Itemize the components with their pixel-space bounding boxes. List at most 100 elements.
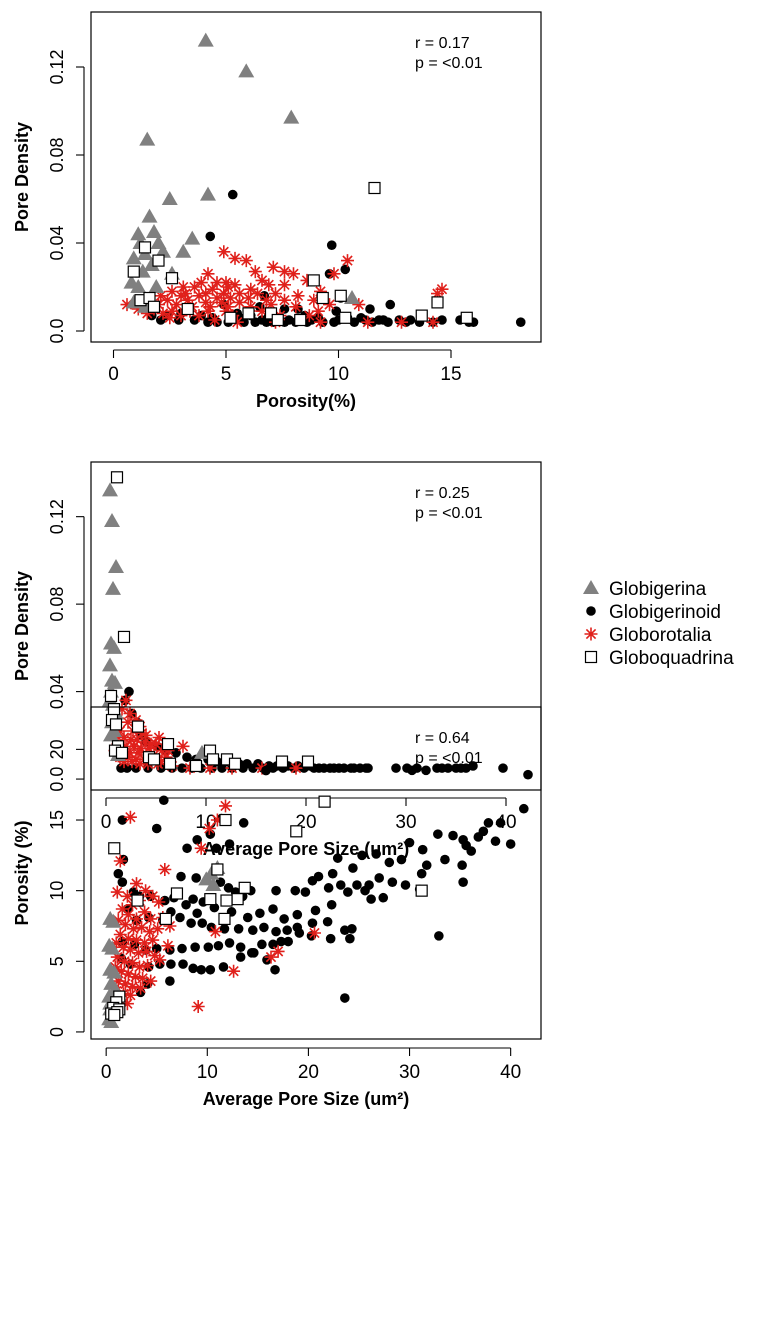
point-globorotalia [153, 953, 167, 967]
point-globorotalia [142, 742, 156, 755]
point-globorotalia [161, 293, 174, 307]
point-globoquadrina [110, 471, 124, 484]
point-globorotalia [239, 254, 253, 268]
point-globoquadrina [206, 753, 220, 766]
point-globorotalia [130, 877, 143, 891]
point-globorotalia [278, 265, 291, 279]
point-globorotalia [154, 289, 168, 303]
point-globorotalia [210, 813, 224, 827]
point-globorotalia [129, 713, 143, 727]
point-globigerinoid [456, 763, 466, 773]
point-globoquadrina [189, 759, 203, 773]
point-globigerinoid [495, 818, 506, 828]
point-globoquadrina [159, 912, 172, 926]
point-globigerinoid [213, 940, 224, 951]
point-globorotalia [134, 742, 148, 755]
point-globorotalia [264, 298, 278, 312]
point-globorotalia [110, 950, 124, 964]
point-globigerinoid [468, 761, 478, 771]
point-globigerinoid [257, 939, 267, 950]
x-tick-label: 40 [495, 812, 516, 833]
point-globigerina [205, 877, 222, 892]
point-globorotalia [161, 939, 175, 953]
point-globoquadrina [218, 912, 231, 926]
point-globigerina [106, 964, 123, 979]
point-globorotalia [278, 293, 291, 307]
point-globorotalia [120, 889, 134, 903]
plot-frame [90, 706, 542, 1040]
point-globorotalia [129, 970, 142, 984]
point-globoquadrina [131, 894, 144, 907]
point-globorotalia [116, 940, 130, 954]
legend-label-globigerina: Globigerina [609, 579, 707, 600]
point-globorotalia [140, 944, 154, 958]
point-globoquadrina [294, 313, 307, 327]
point-globigerinoid [310, 905, 321, 916]
point-globorotalia [233, 287, 246, 301]
point-globoquadrina [316, 291, 329, 305]
stat-p: p = <0.01 [415, 55, 483, 72]
point-globorotalia [115, 902, 129, 916]
point-globorotalia [123, 988, 137, 1002]
point-globoquadrina [108, 842, 121, 855]
point-globorotalia [114, 964, 128, 978]
point-globorotalia [287, 267, 300, 281]
point-globigerina [161, 191, 178, 205]
point-globigerinoid [166, 959, 176, 969]
point-globigerinoid [248, 763, 258, 773]
point-globorotalia [111, 974, 125, 988]
point-globorotalia [262, 278, 276, 292]
point-globorotalia [192, 309, 206, 323]
point-globigerinoid [326, 899, 337, 910]
point-globigerinoid [294, 928, 305, 938]
point-globoquadrina [271, 313, 284, 327]
point-globigerinoid [396, 854, 407, 865]
point-globigerinoid [404, 837, 415, 848]
point-globorotalia [431, 287, 444, 301]
point-globigerina [143, 257, 160, 271]
point-globigerinoid [205, 231, 216, 242]
point-globigerina [155, 243, 171, 258]
point-globorotalia [395, 315, 408, 329]
point-globorotalia [121, 932, 135, 946]
point-globorotalia [111, 913, 125, 927]
point-globoquadrina [108, 1008, 121, 1022]
point-globorotalia [165, 284, 179, 298]
point-globorotalia [135, 920, 149, 934]
point-globigerinoid [349, 763, 359, 773]
x-tick-label: 30 [399, 1062, 420, 1083]
point-globigerinoid [371, 849, 381, 859]
legend-label-globorotalia: Globorotalia [609, 625, 712, 646]
point-globoquadrina [415, 884, 428, 897]
point-globigerinoid [211, 843, 222, 854]
point-globorotalia [133, 960, 146, 974]
point-globigerinoid [271, 885, 281, 896]
point-globorotalia [248, 265, 262, 279]
point-globigerinoid [325, 933, 336, 944]
point-globigerinoid [176, 871, 186, 882]
point-globigerinoid [437, 763, 447, 773]
point-globoquadrina [275, 755, 289, 768]
point-globigerinoid [416, 868, 427, 879]
point-globorotalia [311, 304, 325, 318]
point-globorotalia [136, 971, 150, 985]
point-globorotalia [242, 291, 255, 305]
point-globoquadrina [339, 311, 352, 324]
point-globorotalia [130, 733, 144, 747]
point-globigerinoid [523, 769, 533, 780]
point-globorotalia [130, 933, 143, 947]
point-globorotalia [159, 750, 173, 764]
point-globigerina [200, 186, 216, 201]
point-globigerinoid [284, 315, 294, 325]
point-globoquadrina [152, 254, 165, 267]
point-globigerinoid [490, 836, 501, 847]
point-globigerinoid [188, 963, 198, 974]
point-globigerinoid [519, 803, 529, 814]
point-globorotalia [152, 731, 166, 744]
point-globigerinoid [300, 887, 311, 897]
point-globigerinoid [437, 315, 447, 325]
point-globigerinoid [279, 914, 289, 924]
point-globigerinoid [340, 993, 350, 1003]
point-globoquadrina [301, 755, 315, 768]
